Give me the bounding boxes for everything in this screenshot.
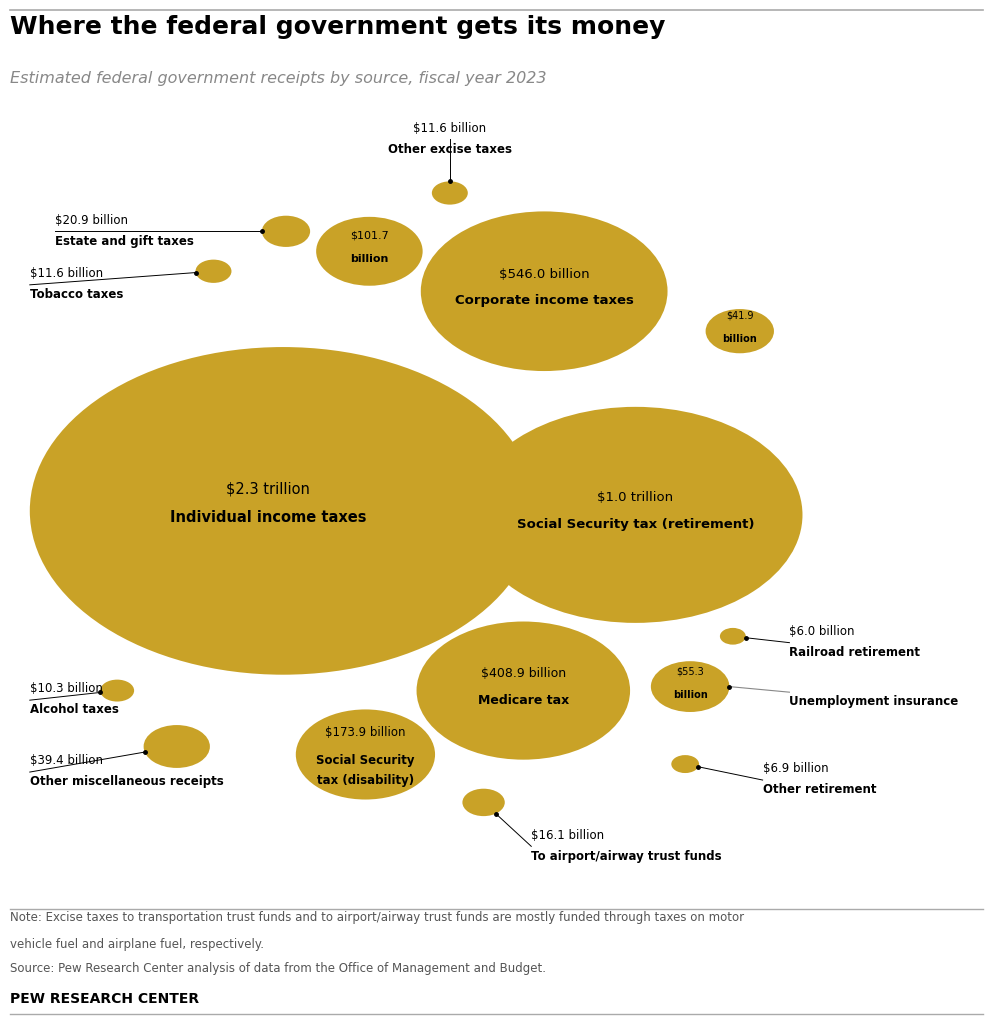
- Ellipse shape: [316, 217, 423, 286]
- Text: $11.6 billion: $11.6 billion: [30, 267, 103, 280]
- Ellipse shape: [296, 710, 435, 800]
- Ellipse shape: [196, 260, 231, 283]
- Ellipse shape: [706, 309, 774, 353]
- Text: Corporate income taxes: Corporate income taxes: [455, 294, 634, 307]
- Text: Alcohol taxes: Alcohol taxes: [30, 703, 119, 717]
- Text: $6.0 billion: $6.0 billion: [789, 625, 855, 638]
- Text: Social Security: Social Security: [316, 755, 415, 767]
- Text: $55.3: $55.3: [676, 667, 704, 676]
- Ellipse shape: [463, 788, 504, 816]
- Text: To airport/airway trust funds: To airport/airway trust funds: [531, 850, 722, 862]
- Text: $546.0 billion: $546.0 billion: [498, 268, 590, 281]
- Text: billion: billion: [351, 254, 388, 264]
- Text: Unemployment insurance: Unemployment insurance: [789, 694, 958, 708]
- Ellipse shape: [416, 622, 631, 760]
- Ellipse shape: [650, 662, 730, 712]
- Text: $11.6 billion: $11.6 billion: [413, 122, 487, 135]
- Text: Other miscellaneous receipts: Other miscellaneous receipts: [30, 775, 223, 788]
- Ellipse shape: [671, 755, 699, 773]
- Text: billion: billion: [723, 334, 757, 344]
- Text: Where the federal government gets its money: Where the federal government gets its mo…: [10, 15, 665, 39]
- Text: Individual income taxes: Individual income taxes: [170, 510, 366, 525]
- Text: Tobacco taxes: Tobacco taxes: [30, 288, 123, 301]
- Text: $39.4 billion: $39.4 billion: [30, 755, 103, 767]
- Text: $16.1 billion: $16.1 billion: [531, 828, 605, 842]
- Text: Estate and gift taxes: Estate and gift taxes: [55, 234, 194, 248]
- Text: $20.9 billion: $20.9 billion: [55, 214, 128, 226]
- Text: $173.9 billion: $173.9 billion: [325, 726, 406, 739]
- Ellipse shape: [421, 211, 667, 371]
- Ellipse shape: [144, 725, 210, 768]
- Text: $6.9 billion: $6.9 billion: [763, 762, 828, 775]
- Text: Medicare tax: Medicare tax: [478, 693, 569, 707]
- Ellipse shape: [720, 628, 746, 645]
- Text: Note: Excise taxes to transportation trust funds and to airport/airway trust fun: Note: Excise taxes to transportation tru…: [10, 911, 744, 925]
- Text: $10.3 billion: $10.3 billion: [30, 682, 102, 695]
- Text: $2.3 trillion: $2.3 trillion: [226, 481, 310, 497]
- Text: $41.9: $41.9: [726, 310, 754, 321]
- Text: Railroad retirement: Railroad retirement: [789, 646, 921, 658]
- Ellipse shape: [262, 216, 310, 247]
- Text: billion: billion: [673, 690, 707, 699]
- Ellipse shape: [30, 347, 536, 675]
- Text: $101.7: $101.7: [350, 230, 389, 241]
- Text: tax (disability): tax (disability): [317, 774, 414, 787]
- Text: Estimated federal government receipts by source, fiscal year 2023: Estimated federal government receipts by…: [10, 71, 546, 86]
- Text: vehicle fuel and airplane fuel, respectively.: vehicle fuel and airplane fuel, respecti…: [10, 938, 264, 951]
- Ellipse shape: [100, 680, 134, 701]
- Ellipse shape: [469, 407, 802, 623]
- Text: PEW RESEARCH CENTER: PEW RESEARCH CENTER: [10, 991, 199, 1006]
- Text: Other excise taxes: Other excise taxes: [388, 142, 511, 156]
- Text: $408.9 billion: $408.9 billion: [481, 668, 566, 680]
- Text: Social Security tax (retirement): Social Security tax (retirement): [516, 518, 755, 531]
- Text: $1.0 trillion: $1.0 trillion: [598, 492, 673, 505]
- Ellipse shape: [432, 181, 468, 205]
- Text: Other retirement: Other retirement: [763, 783, 876, 797]
- Text: Source: Pew Research Center analysis of data from the Office of Management and B: Source: Pew Research Center analysis of …: [10, 962, 546, 975]
